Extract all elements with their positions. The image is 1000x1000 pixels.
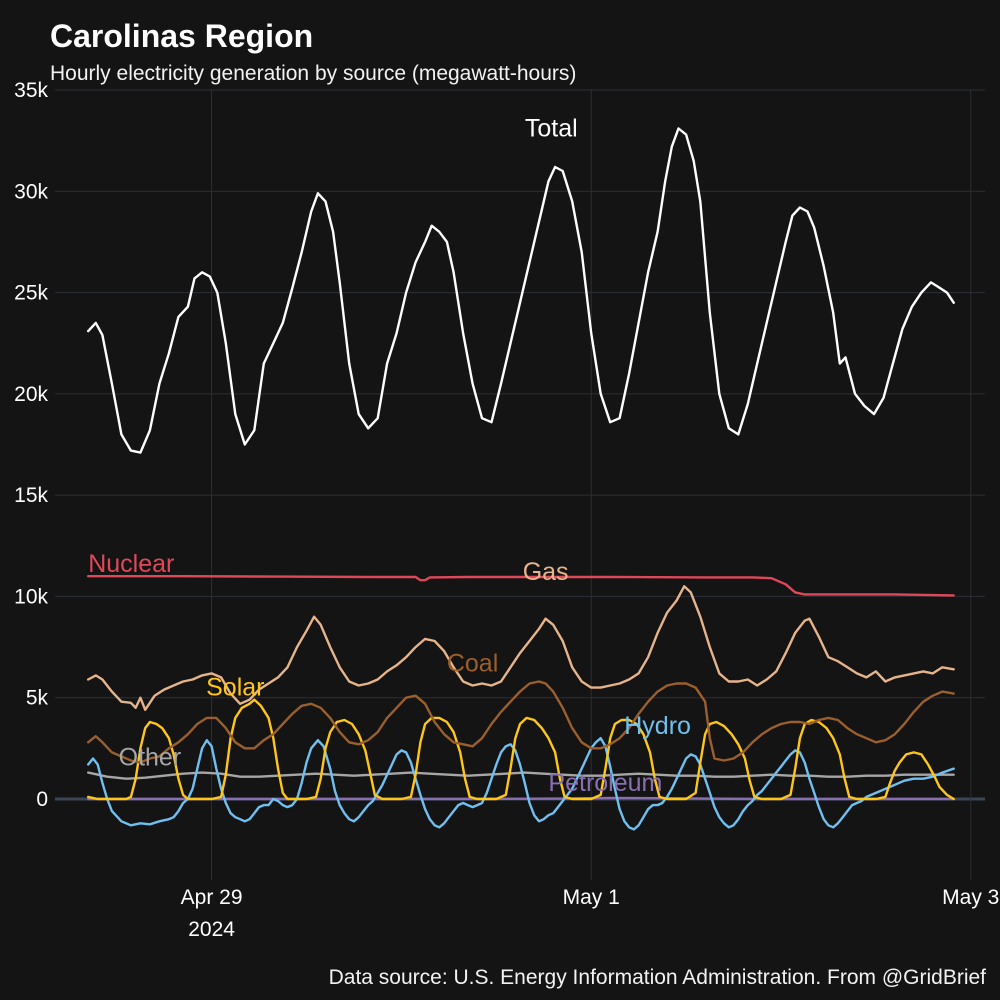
series-label-nuclear: Nuclear [88, 550, 174, 578]
x-tick-label: May 1 [563, 886, 620, 909]
y-tick-label: 5k [26, 687, 49, 710]
y-tick-label: 35k [14, 79, 48, 102]
series-label-total: Total [525, 115, 578, 143]
series-line-gas [87, 585, 955, 711]
chart-subtitle: Hourly electricity generation by source … [50, 62, 577, 85]
y-tick-label: 25k [14, 282, 48, 305]
chart-title: Carolinas Region [50, 18, 314, 54]
series-label-gas: Gas [523, 558, 569, 586]
data-source-caption: Data source: U.S. Energy Information Adm… [328, 966, 986, 989]
series-label-other: Other [119, 744, 182, 772]
series-lines [87, 127, 955, 831]
series-label-petroleum: Petroleum [548, 769, 662, 797]
series-line-total [87, 127, 955, 454]
y-tick-label: 0 [36, 788, 48, 811]
x-tick-label: Apr 29 [181, 886, 243, 909]
series-line-hydro [87, 737, 955, 831]
x-tick-label: May 3 [942, 886, 999, 909]
gridlines [55, 89, 985, 880]
y-tick-label: 30k [14, 180, 48, 203]
series-line-nuclear [87, 575, 955, 597]
series-label-solar: Solar [206, 674, 264, 702]
series-line-other [87, 771, 955, 780]
series-line-solar [87, 698, 955, 801]
series-line-petroleum [87, 796, 955, 801]
series-labels: Total Nuclear Gas Coal Solar Hydro Other Petrol… [88, 115, 691, 797]
axes: 0 5k 10k 15k 20k 25k 30k 35k Apr 29 2024 May 1 May … [14, 79, 999, 941]
y-tick-label: 15k [14, 484, 48, 507]
series-line-coal [87, 680, 955, 764]
y-tick-label: 20k [14, 383, 48, 406]
series-label-coal: Coal [447, 649, 498, 677]
x-tick-sublabel: 2024 [188, 918, 235, 941]
y-tick-label: 10k [14, 585, 48, 608]
series-label-hydro: Hydro [624, 712, 691, 740]
